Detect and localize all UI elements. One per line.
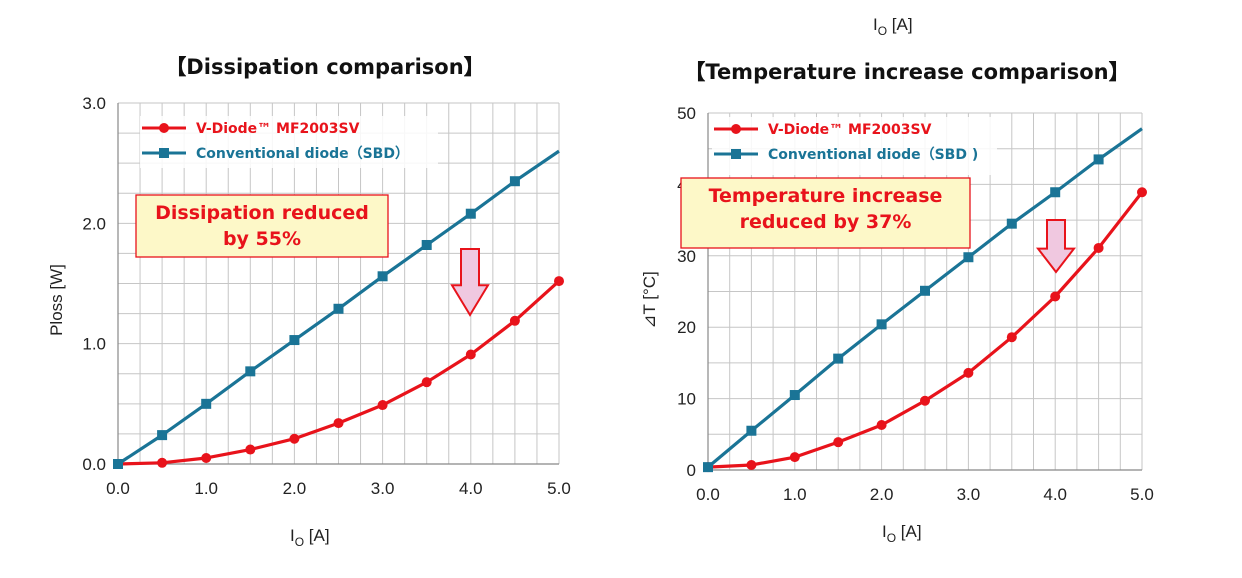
y-tick-label: 50 [677, 104, 696, 123]
y-tick-label: 0.0 [82, 455, 106, 474]
x-tick-label: 3.0 [957, 485, 981, 504]
legend-label: V-Diode™ MF2003SV [196, 121, 360, 137]
x-tick-label: 0.0 [696, 485, 720, 504]
y-tick-label: 2.0 [82, 214, 106, 233]
data-point [377, 400, 388, 411]
x-tick-label: 3.0 [371, 479, 395, 498]
y-tick-label: 3.0 [82, 94, 106, 113]
annotation-text: reduced by 37% [740, 211, 912, 233]
annotation-box [135, 194, 389, 258]
annotation: Temperature increase reduced by 37% [680, 177, 1077, 274]
annotation-text: Dissipation reduced [155, 202, 369, 224]
legend: V-Diode™ MF2003SV Conventional diode（SBD） [140, 116, 438, 168]
annotation-box [680, 177, 971, 249]
data-point [1137, 187, 1147, 198]
data-point [920, 285, 930, 296]
chart-title: 【Dissipation comparison】 [165, 55, 484, 79]
series-conventional [703, 127, 1143, 473]
legend-label: V-Diode™ MF2003SV [768, 122, 932, 138]
x-tick-label: 0.0 [106, 479, 130, 498]
data-point [876, 420, 887, 431]
data-point [289, 433, 300, 444]
x-tick-label: 4.0 [459, 479, 483, 498]
data-point [963, 252, 974, 263]
x-tick-label: 1.0 [194, 479, 218, 498]
data-point [421, 377, 432, 388]
x-tick-label: 2.0 [283, 479, 307, 498]
x-axis-label: IO [A] [882, 522, 922, 545]
annotation-text: by 55% [223, 228, 301, 250]
y-tick-label: 10 [677, 390, 696, 409]
y-tick-label: 30 [677, 247, 696, 266]
series-conventional [113, 149, 560, 469]
data-point [833, 437, 844, 448]
y-tick-label: 20 [677, 318, 696, 337]
data-point [1093, 242, 1104, 253]
x-tick-label: 2.0 [870, 485, 894, 504]
data-point [789, 452, 800, 463]
data-point [157, 430, 168, 441]
data-point [113, 459, 123, 469]
x-tick-label: 5.0 [1130, 485, 1154, 504]
legend-swatch-marker [159, 148, 169, 158]
dissipation-chart: 【Dissipation comparison】 0.0 1.0 2.0 3.0 4.0… [47, 55, 571, 549]
x-tick-label: 1.0 [783, 485, 807, 504]
data-point [201, 452, 212, 463]
y-tick-label: 0 [687, 461, 696, 480]
down-arrow-icon [1035, 219, 1077, 274]
data-point [1050, 291, 1061, 302]
legend-swatch-marker [731, 124, 741, 134]
data-point [963, 367, 974, 378]
x-tick-label: 5.0 [547, 479, 571, 498]
data-point [465, 349, 476, 360]
data-point [1050, 187, 1061, 198]
annotation: Dissipation reduced by 55% [135, 194, 490, 317]
data-point [920, 395, 930, 406]
chart-title: 【Temperature increase comparison】 [684, 60, 1129, 84]
data-point [1093, 154, 1104, 165]
data-point [554, 276, 564, 287]
legend-label: Conventional diode（SBD） [196, 146, 409, 162]
data-point [157, 457, 168, 468]
legend-background [712, 117, 997, 175]
down-arrow-icon [450, 248, 490, 317]
data-point [1006, 332, 1017, 343]
legend-swatch-marker [159, 123, 169, 133]
data-point [333, 303, 344, 314]
y-axis-label: ⊿T [°C] [640, 271, 659, 329]
data-point [876, 319, 887, 330]
data-point [465, 208, 476, 219]
x-tick-label: 4.0 [1043, 485, 1067, 504]
legend-background [140, 116, 438, 168]
data-point [509, 315, 520, 326]
legend-swatch-marker [731, 149, 741, 159]
data-point [201, 398, 212, 409]
data-point [746, 425, 757, 436]
data-point [509, 176, 520, 187]
data-point [421, 239, 432, 250]
data-point [703, 462, 713, 473]
temperature-chart: 【Temperature increase comparison】 0.0 1.0… [640, 60, 1154, 545]
legend-label: Conventional diode（SBD ) [768, 147, 978, 163]
data-point [245, 366, 256, 377]
data-point [1006, 218, 1017, 229]
data-point [377, 271, 388, 282]
annotation-text: Temperature increase [709, 185, 943, 207]
top-io-label: IO [A] [873, 15, 913, 38]
data-point [289, 335, 300, 346]
data-point [833, 353, 844, 364]
data-point [245, 444, 256, 455]
x-axis-label: IO [A] [290, 526, 330, 549]
y-axis-label: Ploss [W] [47, 264, 66, 336]
data-point [333, 418, 344, 429]
legend: V-Diode™ MF2003SV Conventional diode（SBD … [712, 117, 997, 175]
data-point [746, 460, 757, 471]
y-tick-label: 1.0 [82, 335, 106, 354]
data-point [789, 390, 800, 401]
